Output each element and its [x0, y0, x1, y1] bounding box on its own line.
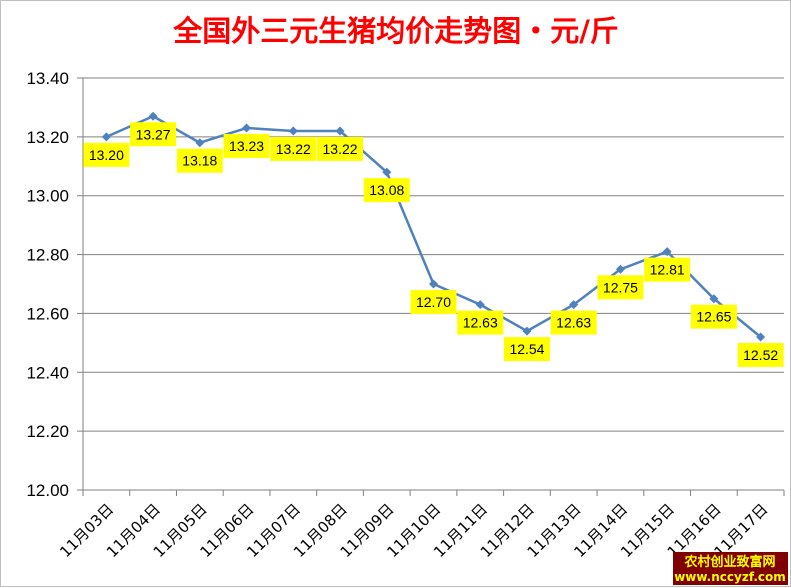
watermark-line1: 农村创业致富网	[683, 554, 775, 570]
watermark-bg	[673, 552, 788, 585]
data-point	[382, 167, 392, 177]
data-point	[195, 138, 205, 148]
data-point	[756, 332, 766, 342]
y-tick-label: 12.40	[26, 363, 69, 382]
y-tick-label: 12.00	[26, 481, 69, 500]
data-label-bg	[737, 342, 784, 367]
watermark-line2: www.nccyzf.com	[674, 570, 786, 584]
data-label: 12.70	[416, 294, 451, 310]
data-labels: 13.20 13.27 13.18 13.23 13.22 13.22 13.08 12.70…	[83, 122, 784, 367]
series-line	[101, 111, 766, 342]
data-point	[335, 126, 345, 136]
y-tick-label: 12.60	[26, 304, 69, 323]
data-label: 12.63	[556, 315, 591, 331]
data-label-bg	[270, 136, 317, 161]
data-label: 13.08	[369, 182, 404, 198]
data-label: 12.63	[463, 315, 498, 331]
data-label-bg	[690, 304, 737, 329]
data-label-bg	[503, 337, 550, 362]
data-point	[429, 279, 438, 289]
data-point	[662, 247, 672, 257]
data-point	[522, 326, 532, 336]
data-point	[569, 300, 579, 310]
x-axis-ticks: 11月03日11月04日11月05日11月06日11月07日11月08日11月0…	[56, 500, 771, 561]
data-label-bg	[363, 178, 410, 203]
y-tick-label: 12.80	[26, 246, 69, 265]
y-axis-ticks: 12.00 12.20 12.40 12.60 12.80 13.00 13.20 13.40	[26, 69, 69, 500]
data-label: 13.22	[323, 141, 358, 157]
data-label: 12.81	[650, 262, 685, 278]
data-point	[101, 132, 111, 142]
data-label-bg	[457, 310, 504, 335]
chart-title: 全国外三元生猪均价走势图・元/斤	[172, 14, 619, 48]
data-label-bg	[550, 310, 597, 335]
data-label: 13.23	[229, 138, 264, 154]
data-label: 12.75	[603, 279, 638, 295]
y-tick-label: 13.40	[26, 69, 69, 88]
data-point	[615, 264, 625, 274]
gridlines	[77, 77, 785, 496]
data-label-bg	[410, 290, 457, 314]
data-point	[242, 123, 252, 133]
data-label: 13.22	[276, 141, 311, 157]
data-label-bg	[317, 136, 364, 161]
data-point	[148, 111, 158, 121]
data-label-bg	[597, 275, 644, 300]
data-label-bg	[176, 148, 223, 173]
data-label: 13.18	[182, 153, 217, 169]
data-label: 13.20	[89, 147, 124, 163]
y-tick-label: 13.00	[26, 187, 69, 206]
data-label-bg	[130, 122, 177, 147]
data-label: 12.52	[743, 347, 778, 363]
y-tick-label: 12.20	[26, 422, 69, 441]
data-label: 12.65	[696, 309, 731, 325]
data-label-bg	[83, 142, 130, 167]
data-label: 12.54	[509, 341, 544, 357]
data-label-bg	[223, 134, 270, 159]
watermark: 农村创业致富网 www.nccyzf.com	[673, 552, 788, 585]
data-label-bg	[644, 257, 691, 282]
data-point	[475, 300, 485, 310]
data-point	[288, 126, 298, 136]
y-tick-label: 13.20	[26, 128, 69, 147]
data-label: 13.27	[136, 126, 171, 142]
data-point	[709, 294, 719, 304]
